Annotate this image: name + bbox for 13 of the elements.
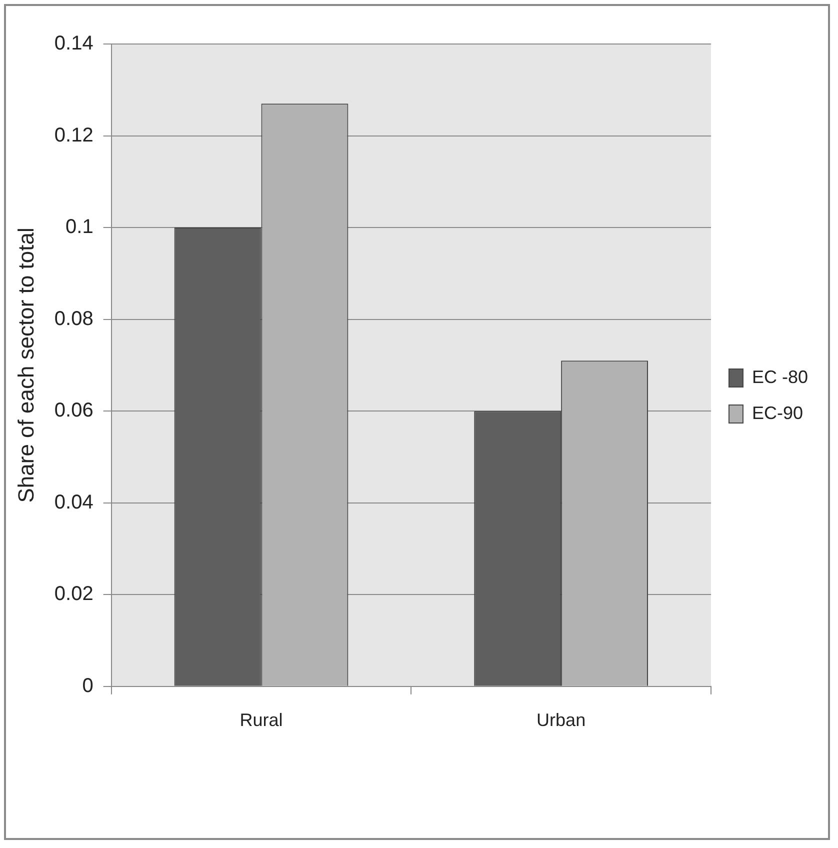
y-tick-label: 0.1 <box>66 216 94 238</box>
x-tick-label: Urban <box>536 710 586 730</box>
legend-label: EC-90 <box>752 402 804 423</box>
y-tick-label: 0 <box>82 674 94 697</box>
y-axis-title: Share of each sector to total <box>13 228 38 503</box>
y-tick-label: 0.12 <box>54 124 94 146</box>
y-tick-label: 0.08 <box>54 308 94 330</box>
y-tick-label: 0.06 <box>54 400 94 422</box>
x-tick-label: Rural <box>240 710 283 730</box>
y-tick-label: 0.04 <box>54 491 94 514</box>
legend-label: EC -80 <box>752 366 808 387</box>
y-tick-label: 0.02 <box>54 583 94 606</box>
y-tick-label: 0.14 <box>54 32 94 55</box>
